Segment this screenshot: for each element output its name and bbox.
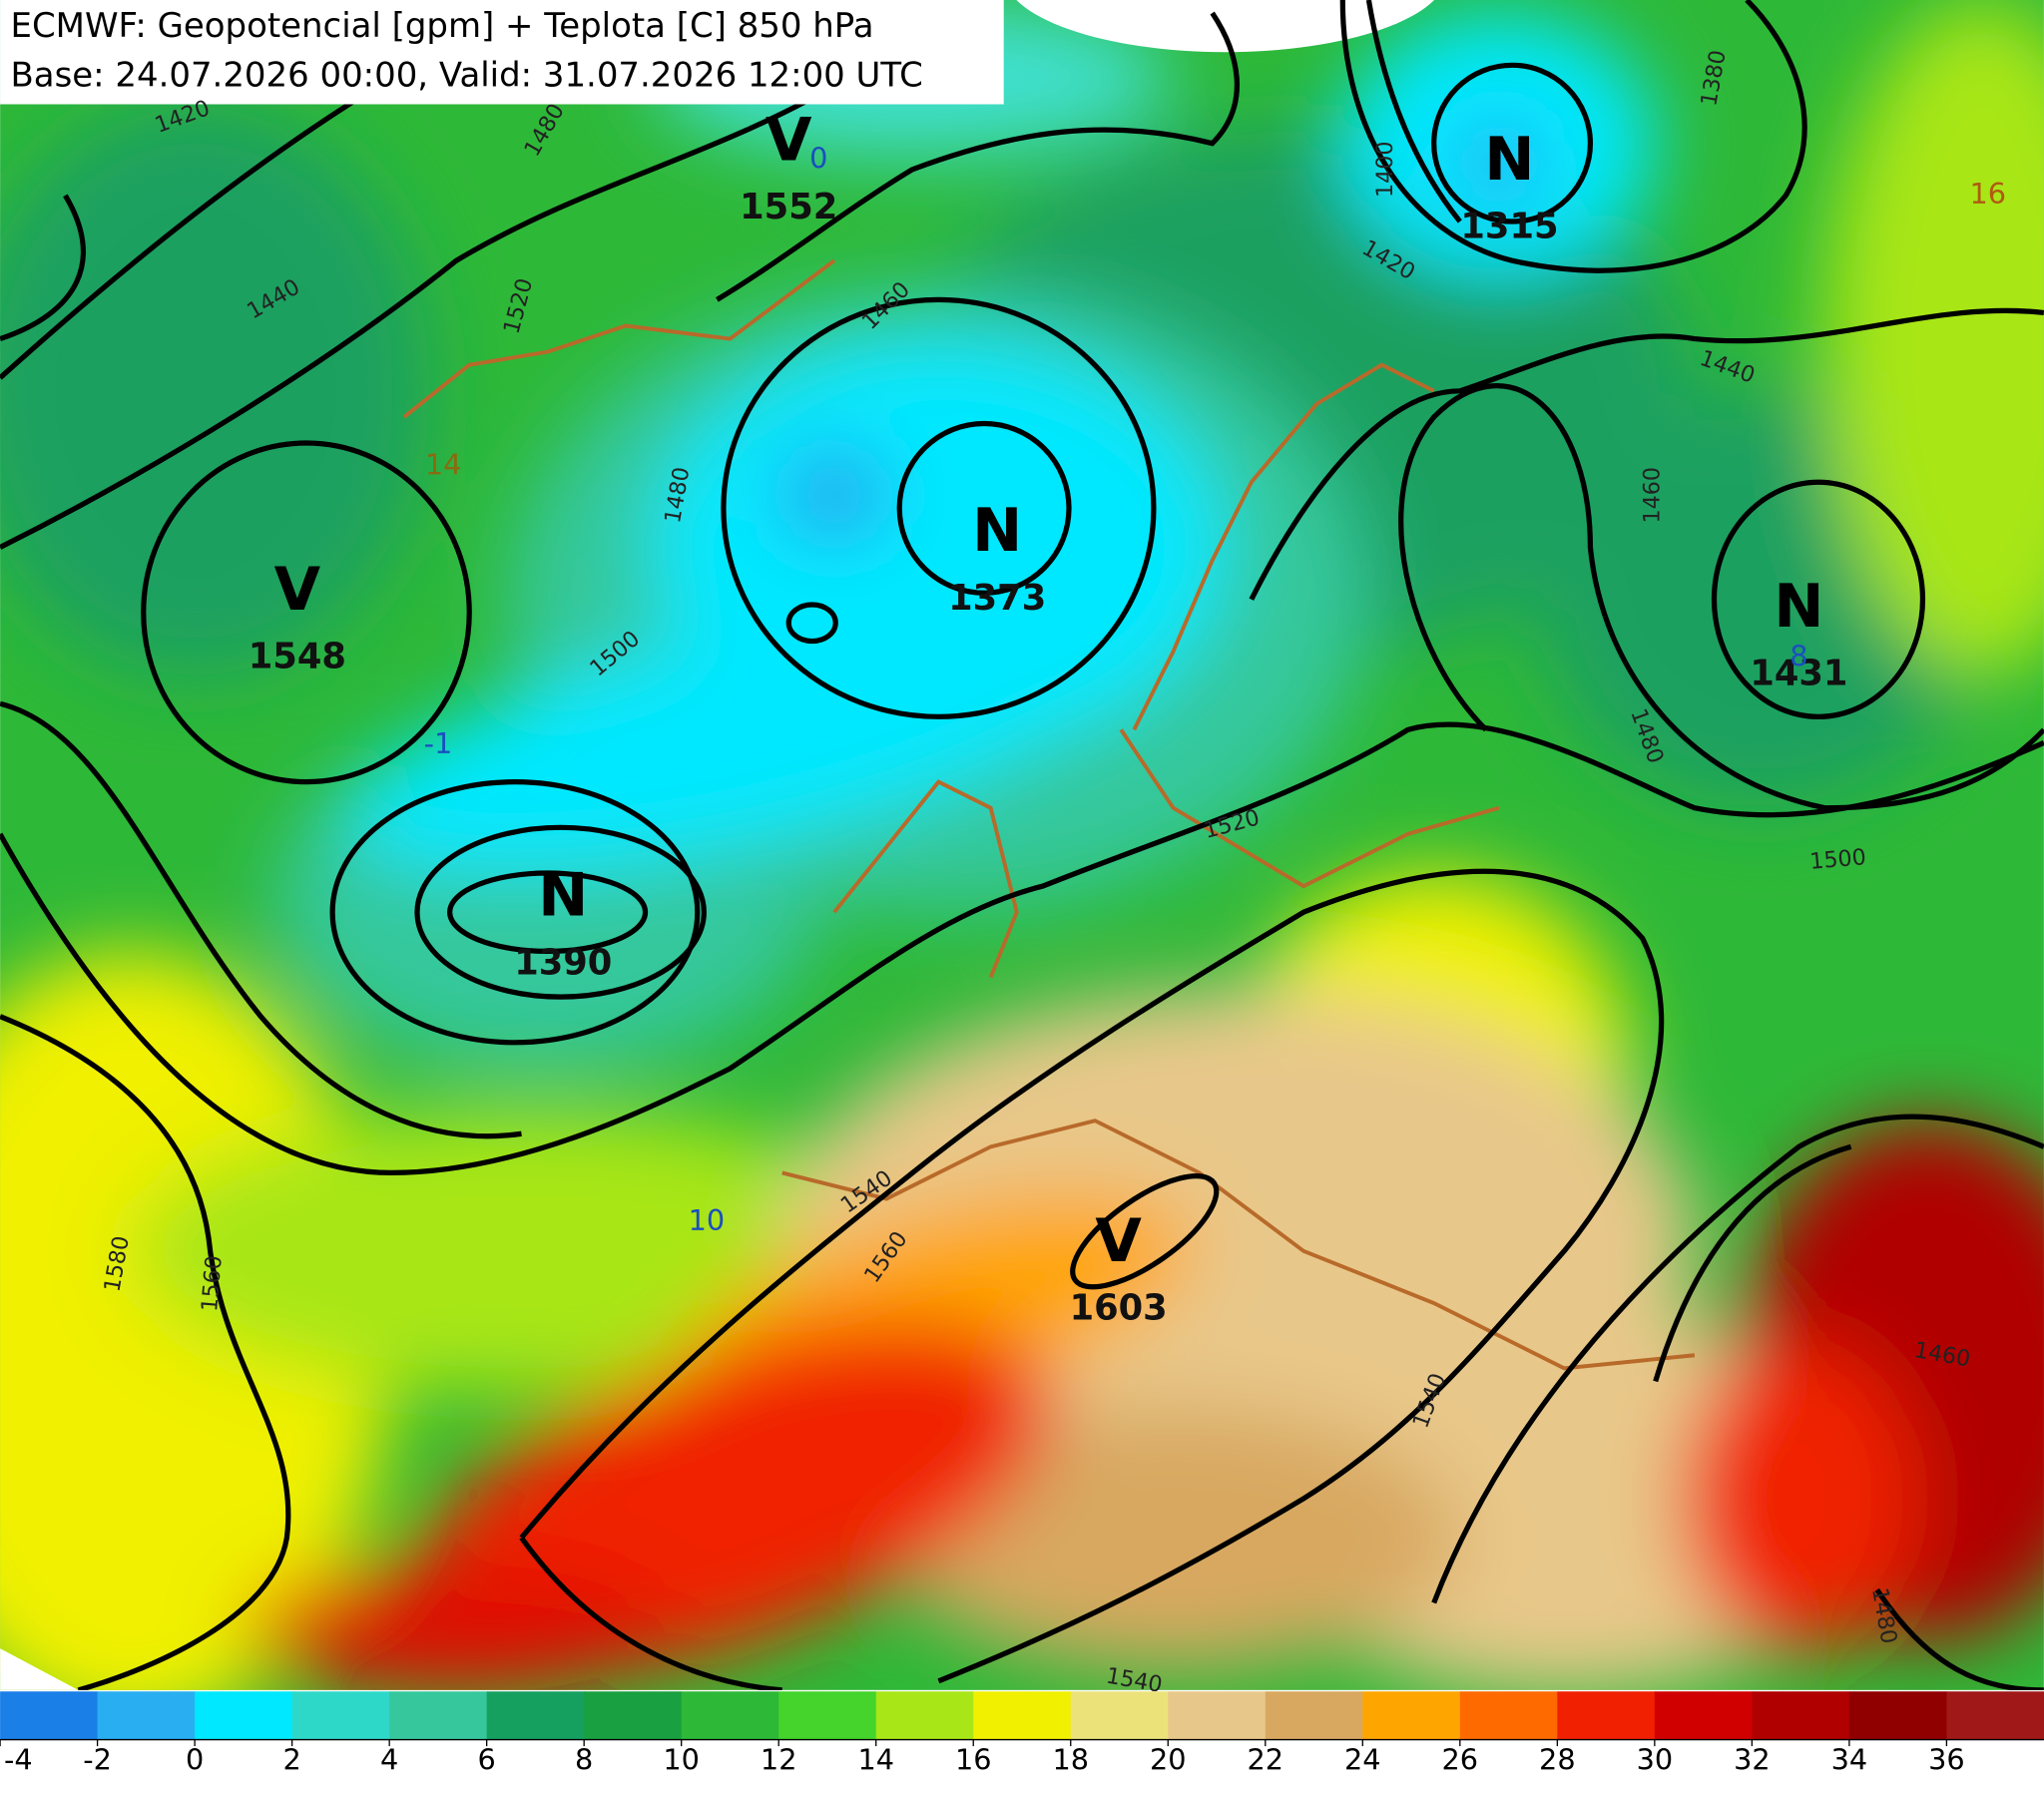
colorbar-label: 28 [1539,1743,1576,1777]
colorbar-segment [1168,1691,1267,1740]
colorbar-label: 4 [380,1743,398,1777]
colorbar-label: 12 [761,1743,797,1777]
pressure-center-value: 1431 [1750,654,1847,694]
colorbar-segment [1752,1691,1850,1740]
pressure-center-symbol: V [766,105,812,175]
colorbar-segment [1070,1691,1169,1740]
title: ECMWF: Geopotencial [gpm] + Teplota [C] … [11,6,874,46]
colorbar-label: -4 [4,1743,33,1777]
colorbar-label: 14 [857,1743,894,1777]
colorbar-label: -2 [83,1743,112,1777]
colorbar-segment [1362,1691,1461,1740]
colorbar-segment [1265,1691,1363,1740]
colorbar-label: 20 [1150,1743,1187,1777]
temperature-label: 10 [689,1203,726,1237]
colorbar-label: 18 [1052,1743,1089,1777]
geopotential-contours [0,0,2044,1690]
colorbar-segment [97,1691,196,1740]
colorbar: -4 -2 0 2 4 6 8 10 12 14 16 18 20 22 24 26 28 30 32 34 36 [0,1691,2044,1797]
colorbar-label: 30 [1637,1743,1674,1777]
colorbar-label: 10 [663,1743,700,1777]
map-field [0,0,2044,1690]
colorbar-segment [1848,1691,1948,1740]
colorbar-segment [875,1691,974,1740]
pressure-center-value: 1548 [249,637,346,677]
temperature-label: 14 [425,448,462,482]
pressure-center-symbol: N [972,496,1022,566]
colorbar-segment [778,1691,877,1740]
colorbar-label: 34 [1831,1743,1868,1777]
pressure-center-symbol: N [538,861,588,931]
colorbar-segment [584,1691,683,1740]
subtitle: Base: 24.07.2026 00:00, Valid: 31.07.202… [11,56,923,96]
temperature-label: -1 [424,726,453,760]
colorbar-label: 16 [955,1743,992,1777]
contour-label: 1560 [197,1254,228,1313]
colorbar-label: 32 [1734,1743,1771,1777]
colorbar-label: 26 [1442,1743,1479,1777]
contour-label: 1460 [1640,467,1666,523]
colorbar-label: 22 [1248,1743,1284,1777]
colorbar-segment [681,1691,779,1740]
colorbar-segment [1946,1691,2044,1740]
colorbar-segment [291,1691,390,1740]
contour-label: 1400 [1372,142,1398,198]
pressure-center-value: 1390 [514,942,612,983]
colorbar-label: 0 [186,1743,204,1777]
pressure-center-symbol: V [1095,1206,1142,1276]
temperature-label: 0 [809,142,827,176]
contour-label: 1500 [1808,844,1867,875]
colorbar-segment [973,1691,1072,1740]
colorbar-label: 8 [575,1743,593,1777]
colorbar-segment [0,1691,99,1740]
colorbar-segment [1557,1691,1656,1740]
colorbar-label: 6 [478,1743,496,1777]
colorbar-segment [486,1691,585,1740]
colorbar-segment [1459,1691,1558,1740]
pressure-center-value: 1315 [1460,207,1558,247]
temperature-label: 16 [1969,177,2006,211]
temperature-label: 8 [1789,640,1807,674]
pressure-center-symbol: N [1774,572,1823,642]
colorbar-segment [1654,1691,1754,1740]
pressure-center-value: 1603 [1070,1288,1168,1329]
colorbar-segment [389,1691,488,1740]
coastlines [402,258,1696,1371]
pressure-center-value: 1552 [740,187,837,227]
title-box [0,0,1004,105]
colorbar-label: 24 [1344,1743,1381,1777]
pressure-center-value: 1373 [948,578,1046,619]
colorbar-label: 2 [282,1743,300,1777]
pressure-center-symbol: N [1484,125,1534,195]
pressure-center-symbol: V [274,555,321,625]
colorbar-segment [195,1691,293,1740]
colorbar-label: 36 [1928,1743,1965,1777]
